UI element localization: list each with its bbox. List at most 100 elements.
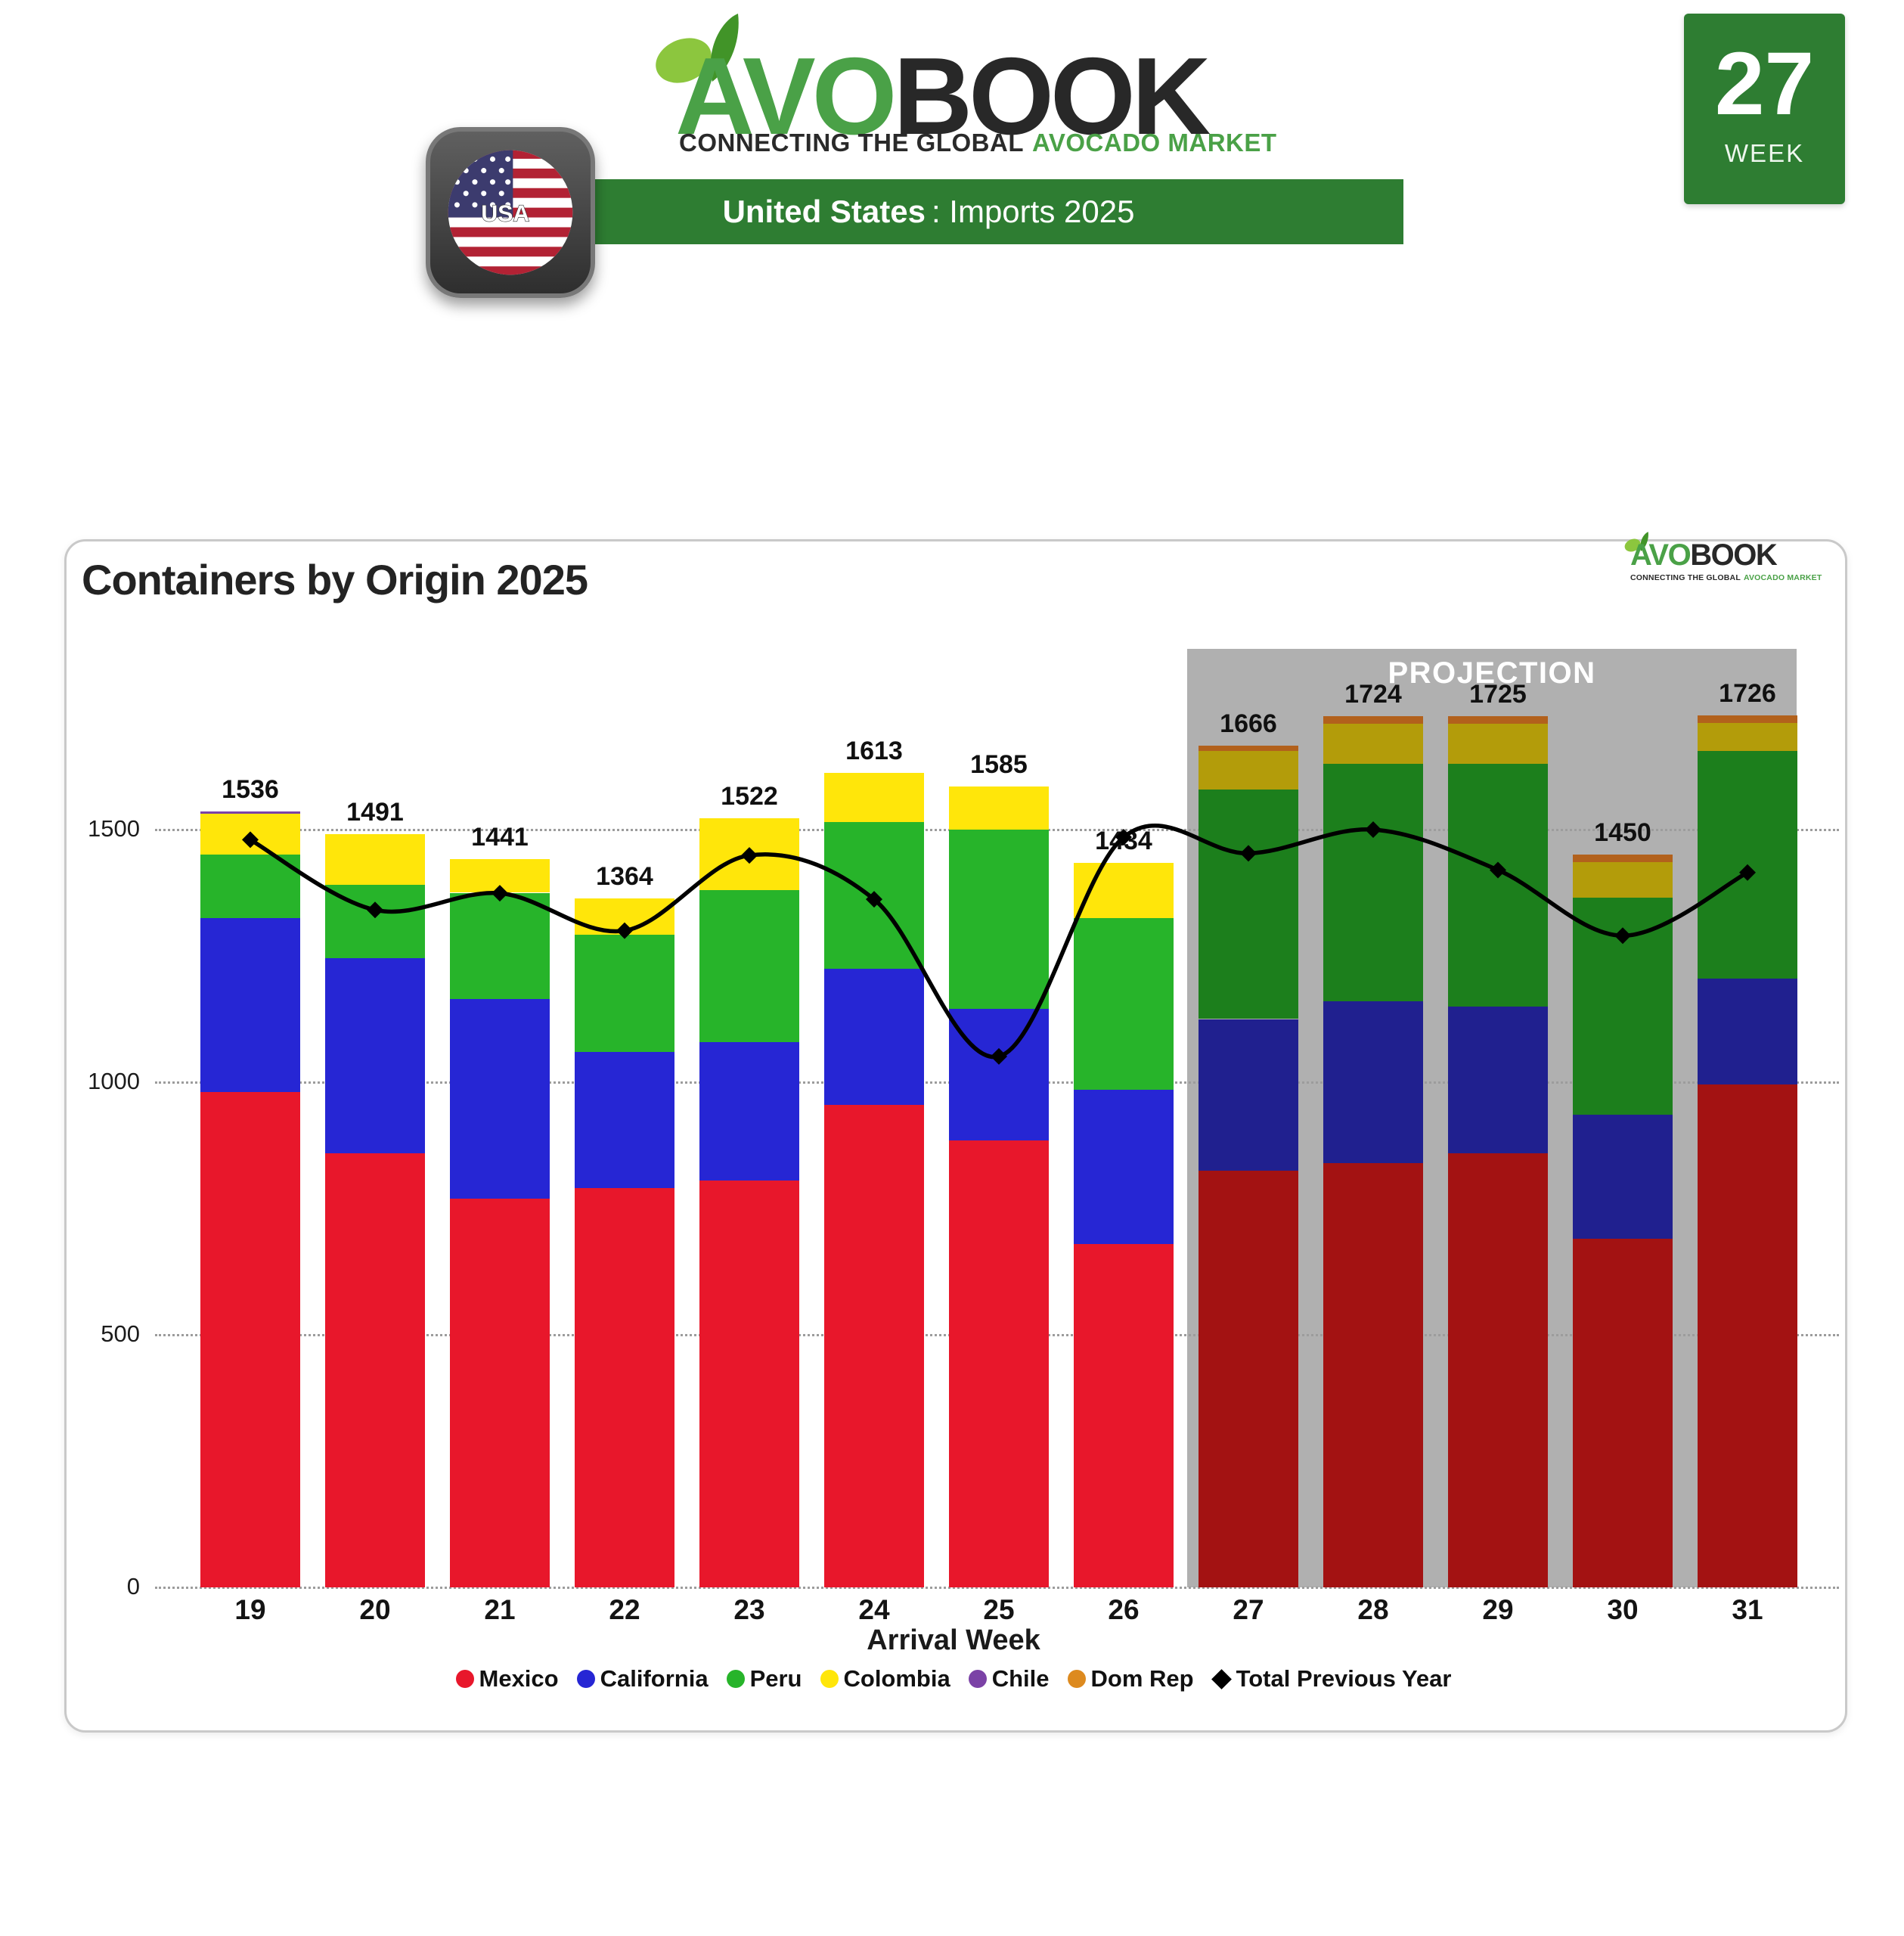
bar-segment-chile-week-19	[200, 811, 300, 814]
bar-segment-peru-week-19	[200, 855, 300, 918]
bar-segment-colombia-week-24	[824, 772, 924, 822]
bar-segment-peru-week-31	[1698, 751, 1797, 979]
logo-leaf-icon	[656, 14, 739, 83]
chart-legend: Mexico California Peru Colombia Chile Dom Rep…	[64, 1661, 1843, 1697]
bar-segment-mexico-week-27	[1199, 1170, 1298, 1587]
bar-total-week-22: 1364	[596, 861, 653, 891]
series-dot-icon	[820, 1670, 839, 1688]
bar-segment-peru-week-30	[1573, 898, 1673, 1115]
legend-item-peru: Peru	[726, 1665, 802, 1692]
bar-total-week-27: 1666	[1220, 709, 1277, 739]
bar-segment-mexico-week-29	[1448, 1153, 1548, 1587]
bar-total-week-30: 1450	[1594, 818, 1651, 848]
legend-label: California	[600, 1665, 709, 1692]
bar-segment-mexico-week-23	[699, 1181, 799, 1587]
bar-segment-california-week-31	[1698, 979, 1797, 1085]
bar-segment-colombia-week-30	[1573, 862, 1673, 898]
card-logo-tagline-dark: CONNECTING THE GLOBAL	[1630, 573, 1741, 582]
series-dot-icon	[968, 1670, 987, 1688]
bar-total-week-23: 1522	[721, 782, 778, 811]
brand-logo: AVOBOOK	[675, 42, 1211, 151]
x-axis-title: Arrival Week	[867, 1624, 1040, 1656]
x-tick-label-21: 21	[484, 1594, 516, 1625]
bar-segment-dom-rep-week-30	[1573, 855, 1673, 863]
x-tick-label-31: 31	[1732, 1594, 1763, 1625]
week-badge: 27 WEEK	[1684, 14, 1845, 204]
bar-segment-colombia-week-31	[1698, 723, 1797, 752]
x-tick-label-29: 29	[1482, 1594, 1514, 1625]
bar-segment-mexico-week-19	[200, 1092, 300, 1587]
bar-segment-mexico-week-31	[1698, 1084, 1797, 1587]
legend-item-colombia: Colombia	[820, 1665, 950, 1692]
legend-label: Dom Rep	[1090, 1665, 1194, 1692]
bar-total-week-24: 1613	[845, 736, 903, 765]
bar-segment-california-week-19	[200, 917, 300, 1093]
bar-segment-mexico-week-25	[949, 1140, 1049, 1587]
bar-segment-colombia-week-21	[450, 859, 550, 893]
legend-item-mexico: Mexico	[455, 1665, 559, 1692]
x-tick-label-28: 28	[1357, 1594, 1389, 1625]
legend-item-chile: Chile	[968, 1665, 1050, 1692]
country-banner-rest: : Imports 2025	[931, 194, 1135, 229]
x-tick-label-22: 22	[609, 1594, 640, 1625]
x-tick-label-23: 23	[733, 1594, 765, 1625]
y-tick-label-0: 0	[126, 1573, 140, 1599]
bar-segment-peru-week-29	[1448, 764, 1548, 1007]
legend-item-dom-rep: Dom Rep	[1067, 1665, 1194, 1692]
bar-segment-colombia-week-23	[699, 818, 799, 891]
bar-segment-colombia-week-19	[200, 814, 300, 855]
legend-item-total-previous-year: Total Previous Year	[1211, 1665, 1451, 1692]
projection-label: PROJECTION	[1388, 656, 1596, 690]
bar-total-week-19: 1536	[222, 774, 279, 804]
country-banner: United States: Imports 2025	[454, 179, 1403, 244]
bar-segment-peru-week-24	[824, 821, 924, 969]
bar-total-week-28: 1724	[1344, 680, 1402, 709]
bar-total-week-20: 1491	[346, 798, 404, 827]
bar-segment-mexico-week-24	[824, 1105, 924, 1587]
y-tick-label-1000: 1000	[88, 1068, 140, 1094]
bar-segment-dom-rep-week-29	[1448, 715, 1548, 724]
bar-segment-peru-week-26	[1074, 917, 1174, 1090]
bar-segment-colombia-week-20	[325, 834, 425, 886]
bar-segment-colombia-week-25	[949, 786, 1049, 830]
brand-logo-avo: AVO	[675, 35, 897, 157]
bar-segment-california-week-30	[1573, 1115, 1673, 1239]
legend-label: Mexico	[479, 1665, 559, 1692]
bar-segment-california-week-22	[575, 1051, 674, 1189]
header: AVOBOOK CONNECTING THE GLOBAL AVOCADO MA…	[0, 0, 1904, 318]
card-logo: AVOBOOK CONNECTING THE GLOBAL AVOCADO MA…	[1630, 540, 1822, 582]
bar-segment-california-week-23	[699, 1041, 799, 1181]
series-dot-icon	[455, 1670, 474, 1688]
bar-segment-peru-week-28	[1323, 764, 1423, 1002]
x-tick-label-19: 19	[234, 1594, 266, 1625]
bar-segment-california-week-21	[450, 998, 550, 1199]
bar-segment-mexico-week-22	[575, 1188, 674, 1587]
bar-segment-peru-week-23	[699, 890, 799, 1042]
bar-segment-california-week-28	[1323, 1001, 1423, 1163]
usa-flag-icon: USA	[448, 150, 573, 275]
legend-label: Colombia	[843, 1665, 950, 1692]
bar-segment-california-week-24	[824, 968, 924, 1106]
series-dot-icon	[1067, 1670, 1086, 1688]
card-logo-leaf-icon	[1624, 532, 1648, 552]
brand-tagline-green: AVOCADO MARKET	[1031, 129, 1277, 157]
x-tick-label-26: 26	[1108, 1594, 1140, 1625]
bar-segment-mexico-week-20	[325, 1153, 425, 1587]
legend-label: Chile	[991, 1665, 1050, 1692]
bar-segment-colombia-week-28	[1323, 723, 1423, 765]
bar-total-week-25: 1585	[970, 750, 1028, 780]
card-logo-tagline-green: AVOCADO MARKET	[1743, 573, 1822, 582]
card-logo-book: BOOK	[1690, 538, 1778, 572]
bar-segment-colombia-week-22	[575, 898, 674, 935]
bar-segment-mexico-week-30	[1573, 1239, 1673, 1587]
brand-logo-book: BOOK	[893, 35, 1211, 157]
week-badge-number: 27	[1714, 34, 1815, 134]
bar-segment-colombia-week-27	[1199, 751, 1298, 790]
bar-total-week-26: 1434	[1095, 827, 1152, 856]
week-badge-label: WEEK	[1724, 139, 1805, 167]
bar-segment-dom-rep-week-31	[1698, 715, 1797, 724]
bar-segment-dom-rep-week-27	[1199, 746, 1298, 752]
bar-segment-peru-week-27	[1199, 789, 1298, 1019]
brand-tagline: CONNECTING THE GLOBAL AVOCADO MARKET	[679, 129, 1277, 157]
